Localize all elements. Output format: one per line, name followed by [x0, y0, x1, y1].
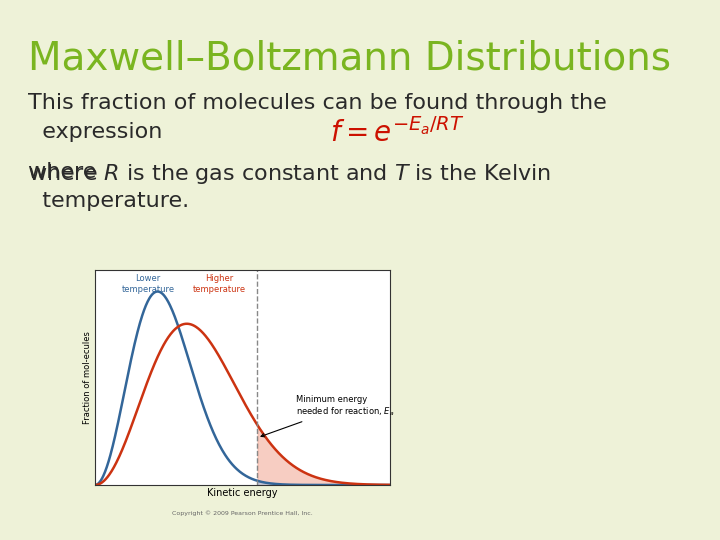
X-axis label: Kinetic energy: Kinetic energy — [207, 488, 278, 498]
Text: This fraction of molecules can be found through the: This fraction of molecules can be found … — [28, 93, 607, 113]
Text: Higher
temperature: Higher temperature — [192, 274, 246, 294]
Text: temperature.: temperature. — [28, 191, 189, 211]
Text: Minimum energy
needed for reaction, $E_a$: Minimum energy needed for reaction, $E_a… — [261, 395, 394, 437]
Text: $\mathit{f} = \mathit{e}^{-E_a/RT}$: $\mathit{f} = \mathit{e}^{-E_a/RT}$ — [330, 118, 464, 148]
Y-axis label: Fraction of mol­ecules: Fraction of mol­ecules — [84, 331, 92, 424]
Text: Maxwell–Boltzmann Distributions: Maxwell–Boltzmann Distributions — [28, 40, 671, 78]
Text: where: where — [28, 162, 104, 182]
Text: Copyright © 2009 Pearson Prentice Hall, Inc.: Copyright © 2009 Pearson Prentice Hall, … — [172, 510, 313, 516]
Text: expression: expression — [28, 122, 163, 142]
Text: Lower
temperature: Lower temperature — [122, 274, 175, 294]
Text: where $\mathit{R}$ is the gas constant and $\mathit{T}$ is the Kelvin: where $\mathit{R}$ is the gas constant a… — [28, 162, 552, 186]
